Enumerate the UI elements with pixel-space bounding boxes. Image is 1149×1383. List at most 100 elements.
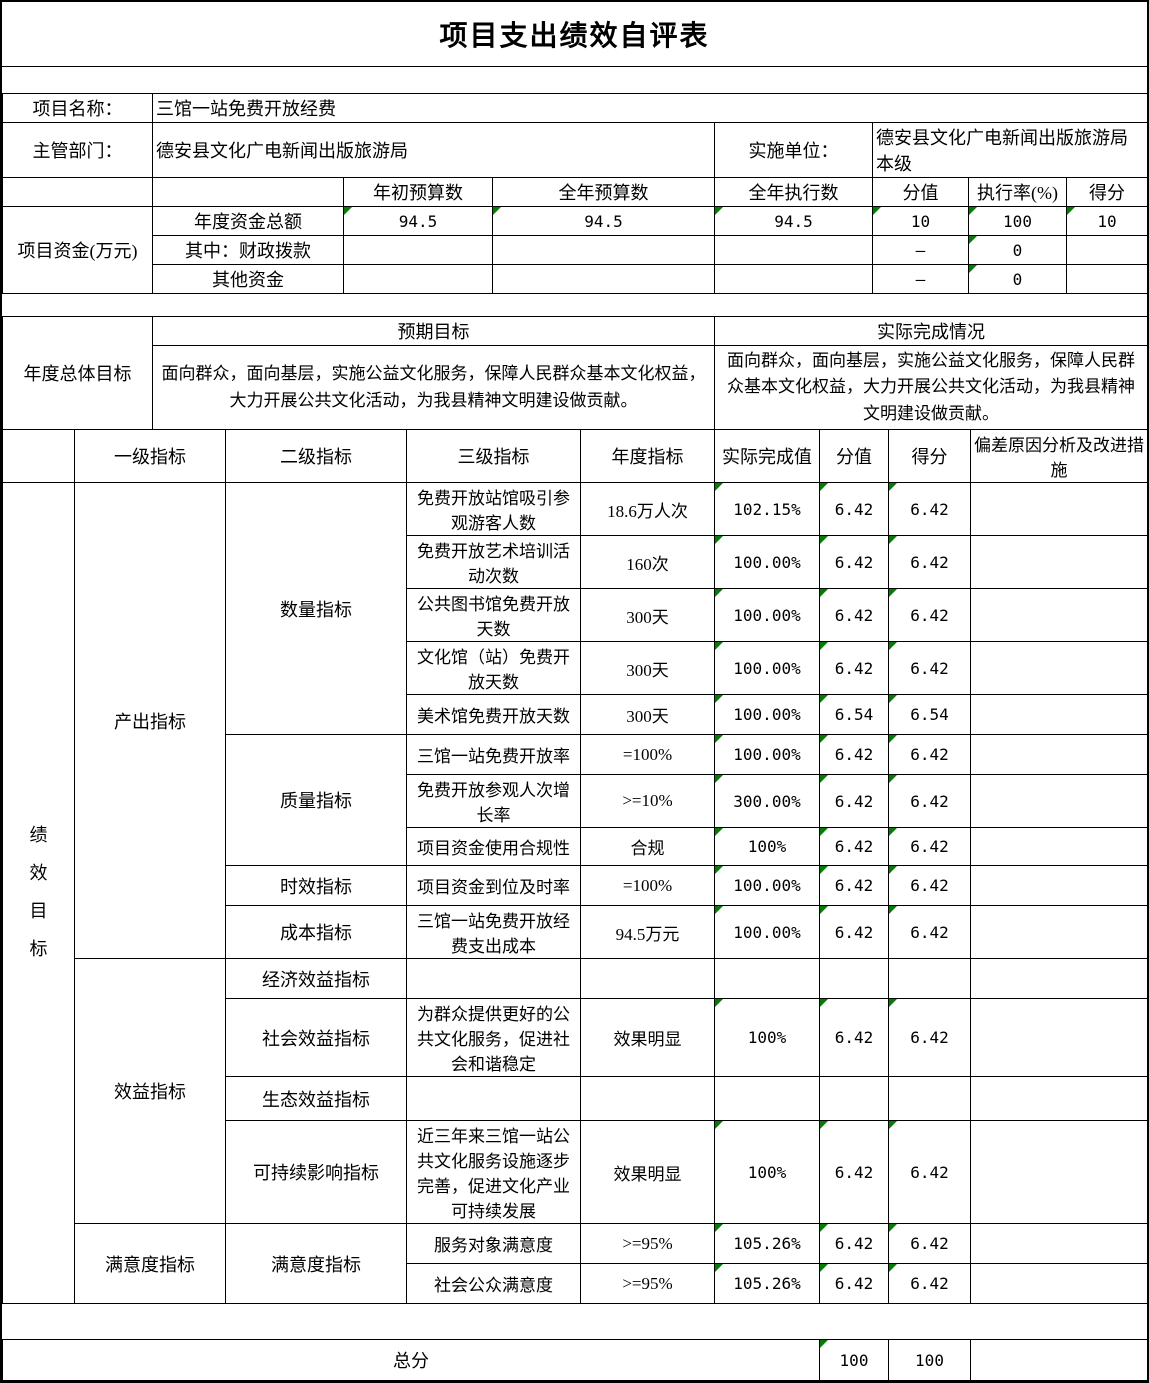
cell-score: 6.42 — [888, 905, 971, 960]
level2-cost: 成本指标 — [225, 905, 407, 960]
cell-annual — [580, 958, 715, 1000]
cell-actual: 100% — [714, 998, 820, 1078]
funds-annual-value — [492, 235, 715, 265]
cell-actual: 100% — [714, 1120, 820, 1225]
cell-score: 6.54 — [888, 694, 971, 736]
cell-actual: 100.00% — [714, 734, 820, 776]
cell-level3: 项目资金到位及时率 — [406, 865, 581, 907]
cell-level3: 服务对象满意度 — [406, 1223, 581, 1265]
indicator-row: 效益指标 经济效益指标 — [3, 958, 1148, 1225]
cell-score-value: 6.42 — [819, 998, 889, 1078]
cell-deviation — [970, 1076, 1148, 1122]
cell-deviation — [970, 734, 1148, 776]
cell-score-value: 6.42 — [819, 865, 889, 907]
goal-text-row: 面向群众，面向基层，实施公益文化服务，保障人民群众基本文化权益，大力开展公共文化… — [3, 344, 1148, 431]
cell-actual: 105.26% — [714, 1263, 820, 1305]
cell-level3: 免费开放站馆吸引参观游客人数 — [406, 482, 581, 537]
spacer-row — [2, 1304, 1147, 1340]
cell-actual: 100.00% — [714, 905, 820, 960]
project-name-row: 项目名称： 三馆一站免费开放经费 — [2, 93, 1149, 123]
funds-header-annual: 全年预算数 — [492, 177, 715, 207]
cell-score-value — [819, 958, 889, 1000]
cell-score-value: 6.42 — [819, 1223, 889, 1265]
expected-goal-text: 面向群众，面向基层，实施公益文化服务，保障人民群众基本文化权益，大力开展公共文化… — [152, 344, 715, 431]
funds-score — [1065, 264, 1149, 294]
level2-satisfaction: 满意度指标 — [225, 1223, 407, 1305]
cell-deviation — [970, 694, 1148, 736]
total-row: 总分 100 100 — [2, 1339, 1148, 1382]
level1-benefit: 效益指标 — [74, 958, 226, 1225]
cell-level3: 社会公众满意度 — [406, 1263, 581, 1305]
funds-header-score: 得分 — [1065, 177, 1149, 207]
cell-level3: 文化馆（站）免费开放天数 — [406, 641, 581, 696]
department-row: 主管部门： 德安县文化广电新闻出版旅游局 实施单位： 德安县文化广电新闻出版旅游… — [2, 122, 1149, 178]
funds-row-total: 项目资金(万元) 年度资金总额 94.5 94.5 94.5 10 100 10 — [2, 206, 1149, 294]
cell-actual: 102.15% — [714, 482, 820, 537]
funds-header-initial: 年初预算数 — [343, 177, 493, 207]
cell-score: 6.42 — [888, 1120, 971, 1225]
info-funds-table: 项目名称： 三馆一站免费开放经费 主管部门： 德安县文化广电新闻出版旅游局 实施… — [2, 93, 1149, 294]
total-table: 总分 100 100 — [2, 1339, 1148, 1382]
funds-score-value: – — [872, 235, 969, 265]
cell-annual: 18.6万人次 — [580, 482, 715, 537]
header-score-value: 分值 — [819, 429, 889, 484]
total-score-value: 100 — [819, 1339, 889, 1382]
cell-level3: 项目资金使用合规性 — [406, 827, 581, 867]
level2-social: 社会效益指标 — [225, 998, 407, 1078]
funds-executed-value: 94.5 — [714, 206, 873, 236]
cell-actual: 100% — [714, 827, 820, 867]
level2-sustainable: 可持续影响指标 — [225, 1120, 407, 1225]
cell-actual: 100.00% — [714, 694, 820, 736]
cell-level3 — [406, 1076, 581, 1122]
annual-goal-table: 年度总体目标 预期目标 实际完成情况 面向群众，面向基层，实施公益文化服务，保障… — [2, 315, 1148, 431]
funds-exec-rate-value: 100 — [968, 206, 1067, 236]
cell-score: 6.42 — [888, 774, 971, 829]
header-actual: 实际完成值 — [714, 429, 820, 484]
cell-deviation — [970, 865, 1148, 907]
actual-completion-text: 面向群众，面向基层，实施公益文化服务，保障人民群众基本文化权益，大力开展公共文化… — [714, 344, 1148, 431]
performance-goal-side-label-text: 绩效目标 — [29, 825, 48, 959]
cell-score-value: 6.42 — [819, 588, 889, 643]
header-level1: 一级指标 — [74, 429, 226, 484]
indicator-row: 社会效益指标 为群众提供更好的公共文化服务，促进社会和谐稳定 效果明显 100%… — [3, 998, 1148, 1078]
cell-score: 6.42 — [888, 865, 971, 907]
cell-deviation — [970, 535, 1148, 590]
cell-level3: 三馆一站免费开放率 — [406, 734, 581, 776]
cell-deviation — [970, 958, 1148, 1000]
cell-score — [888, 1076, 971, 1122]
total-score: 100 — [888, 1339, 971, 1382]
cell-deviation — [970, 588, 1148, 643]
funds-header-score-value: 分值 — [872, 177, 969, 207]
header-annual: 年度指标 — [580, 429, 715, 484]
cell-score-value: 6.42 — [819, 482, 889, 537]
funds-score-value: – — [872, 264, 969, 294]
cell-score: 6.42 — [888, 482, 971, 537]
cell-score-value: 6.42 — [819, 1263, 889, 1305]
page-title: 项目支出绩效自评表 — [2, 2, 1147, 67]
indicator-row: 免费开放艺术培训活动次数 160次 100.00% 6.42 6.42 — [3, 535, 1148, 590]
cell-annual: 300天 — [580, 588, 715, 643]
header-deviation: 偏差原因分析及改进措施 — [970, 429, 1148, 484]
cell-annual: 300天 — [580, 641, 715, 696]
indicator-row: 绩效目标 产出指标 数量指标 免费开放站馆吸引参观游客人数 18.6万人次 10… — [2, 482, 1148, 1305]
level1-output: 产出指标 — [74, 482, 226, 960]
funds-score: 10 — [1065, 206, 1149, 236]
funds-annual-value — [492, 264, 715, 294]
cell-score: 6.42 — [888, 1223, 971, 1265]
funds-initial-value: 94.5 — [343, 206, 493, 236]
cell-annual: >=95% — [580, 1263, 715, 1305]
level2-quality: 质量指标 — [225, 734, 407, 867]
total-label: 总分 — [2, 1339, 820, 1382]
cell-deviation — [970, 641, 1148, 696]
cell-annual: >=95% — [580, 1223, 715, 1265]
unit-label: 实施单位： — [714, 122, 873, 178]
spacer-row — [2, 294, 1147, 316]
indicator-row: 满意度指标 满意度指标 服务对象满意度 >=95% 105.26% 6.42 6… — [3, 1223, 1148, 1305]
cell-level3: 近三年来三馆一站公共文化服务设施逐步完善，促进文化产业可持续发展 — [406, 1120, 581, 1225]
expected-goal-header: 预期目标 — [152, 316, 715, 346]
cell-annual: 300天 — [580, 694, 715, 736]
cell-level3: 美术馆免费开放天数 — [406, 694, 581, 736]
cell-score: 6.42 — [888, 998, 971, 1078]
indicators-corner-cell — [2, 429, 75, 484]
